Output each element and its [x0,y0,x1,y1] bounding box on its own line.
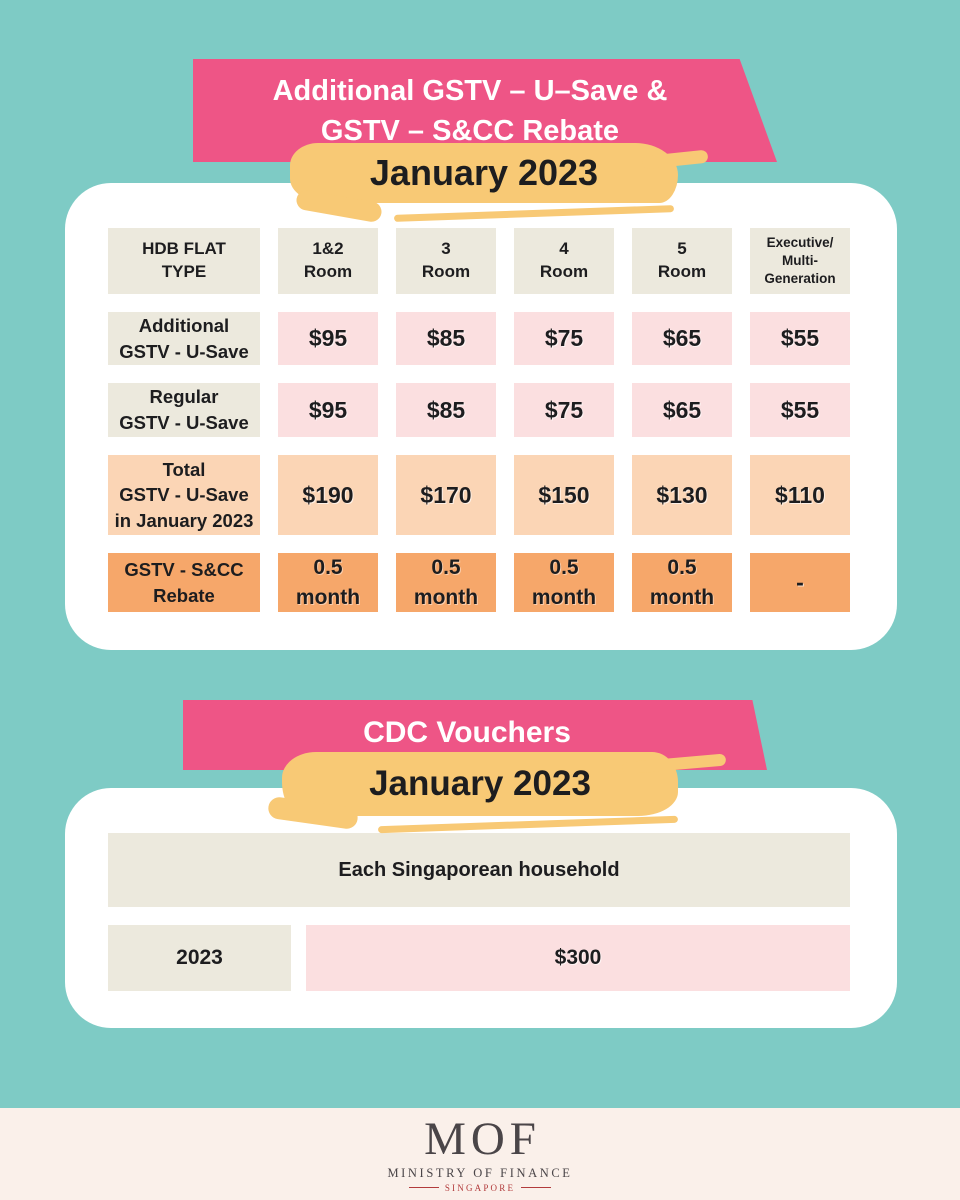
col-header-3-room: 3 Room [396,228,496,294]
singapore-rule-right [521,1187,552,1188]
table-value: 0.5 month [632,553,732,612]
table-value: $95 [278,312,378,365]
col-header-1-2-room: 1&2 Room [278,228,378,294]
table-value: $95 [278,383,378,437]
usave-rebate-title-line2: GSTV – S&CC Rebate [320,115,620,147]
table-value: 0.5 month [396,553,496,612]
table-value: $170 [396,455,496,535]
table-value: $65 [632,312,732,365]
row-label-total-usave: Total GSTV - U-Save in January 2023 [108,455,260,535]
table-value: $55 [750,312,850,365]
mof-logo-name: MINISTRY OF FINANCE [387,1165,573,1180]
table-value: $55 [750,383,850,437]
table-value: 0.5 month [278,553,378,612]
table-value: $190 [278,455,378,535]
cdc-vouchers-title: CDC Vouchers [363,716,571,749]
footer-strip: MOF MINISTRY OF FINANCE SINGAPORE [0,1108,960,1200]
table-value: $110 [750,455,850,535]
table-value: $85 [396,383,496,437]
table-value: $65 [632,383,732,437]
mof-logo: MOF [424,1112,541,1165]
cdc-header-cell: Each Singaporean household [108,833,850,907]
table-value: $85 [396,312,496,365]
table-value: - [750,553,850,612]
mof-logo-country-row: SINGAPORE [408,1182,552,1193]
table-value: $130 [632,455,732,535]
usave-rebate-title-line1: Additional GSTV – U–Save & [272,75,668,107]
cdc-amount-cell: $300 [306,925,850,991]
table-value: $75 [514,383,614,437]
table-value: $150 [514,455,614,535]
col-header-5-room: 5 Room [632,228,732,294]
row-label-scc-rebate: GSTV - S&CC Rebate [108,553,260,612]
table-value: 0.5 month [514,553,614,612]
col-header-executive: Executive/ Multi- Generation [750,228,850,294]
usave-rebate-table: HDB FLAT TYPE 1&2 Room 3 Room 4 Room 5 R… [108,228,850,612]
col-header-flat-type: HDB FLAT TYPE [108,228,260,294]
mof-logo-country: SINGAPORE [444,1182,516,1193]
row-label-additional-usave: Additional GSTV - U-Save [108,312,260,365]
january-2023-label-1: January 2023 [369,152,599,193]
cdc-year-cell: 2023 [108,925,291,991]
usave-rebate-card: HDB FLAT TYPE 1&2 Room 3 Room 4 Room 5 R… [65,183,897,650]
row-label-regular-usave: Regular GSTV - U-Save [108,383,260,437]
table-value: $75 [514,312,614,365]
january-2023-label-2: January 2023 [369,764,591,803]
january-2023-highlight-1: January 2023 [290,143,678,222]
col-header-4-room: 4 Room [514,228,614,294]
january-2023-highlight-2: January 2023 [282,752,679,834]
singapore-rule-left [408,1187,439,1188]
